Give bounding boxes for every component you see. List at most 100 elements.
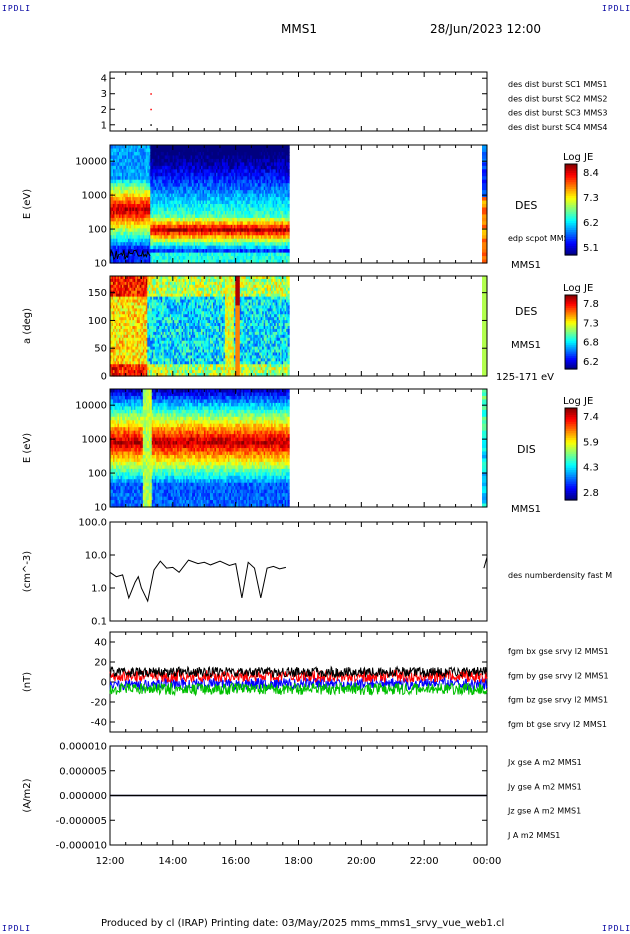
- des-energy-cell: [221, 231, 225, 236]
- des-energy-cell: [132, 176, 135, 181]
- des-energy-cell: [208, 190, 211, 195]
- des-energy-cell: [241, 148, 244, 153]
- des-energy-cell: [195, 172, 198, 177]
- des-energy-cell: [227, 169, 230, 174]
- des-energy-cell: [148, 158, 151, 163]
- des-energy-cell: [124, 172, 128, 177]
- des-energy-cell: [175, 151, 178, 157]
- des-energy-cell: [259, 249, 262, 254]
- des-energy-cell: [224, 214, 227, 219]
- des-energy-cell: [120, 249, 123, 254]
- des-energy-cell: [226, 204, 229, 209]
- des-energy-cell: [190, 165, 193, 170]
- des-energy-cell: [159, 165, 162, 170]
- des-energy-cell: [193, 148, 196, 153]
- des-energy-cell: [145, 158, 148, 163]
- des-energy-cell: [160, 148, 163, 153]
- des-energy-cell: [232, 252, 235, 257]
- des-energy-cell: [121, 169, 125, 174]
- des-energy-cell: [235, 259, 238, 264]
- des-energy-cell: [151, 151, 154, 157]
- des-energy-cell: [227, 193, 230, 198]
- des-energy-cell: [204, 151, 207, 157]
- des-energy-cell: [153, 249, 156, 254]
- des-energy-cell: [212, 259, 216, 264]
- des-energy-cell: [136, 190, 139, 195]
- des-energy-cell: [238, 221, 241, 226]
- des-energy-cell: [187, 158, 190, 163]
- des-energy-cell: [126, 193, 129, 198]
- des-energy-cell: [162, 259, 165, 264]
- des-energy-cell: [178, 214, 181, 219]
- des-energy-cell: [206, 235, 210, 240]
- des-energy-cell: [151, 190, 154, 195]
- des-energy-cell: [209, 165, 213, 170]
- des-energy-cell: [229, 210, 232, 216]
- des-energy-cell: [199, 169, 202, 174]
- des-energy-cell: [174, 256, 177, 261]
- des-energy-cell: [212, 151, 216, 157]
- des-energy-cell: [256, 151, 259, 157]
- des-energy-cell: [189, 242, 192, 247]
- des-energy-cell: [139, 252, 142, 257]
- des-energy-cell: [129, 145, 132, 150]
- des-energy-cell: [118, 172, 122, 177]
- des-energy-cell: [180, 200, 183, 205]
- des-energy-cell: [175, 207, 178, 212]
- des-energy-cell: [199, 176, 202, 181]
- des-energy-cell: [211, 158, 214, 163]
- des-energy-cell: [217, 145, 220, 150]
- des-energy-cell: [165, 238, 168, 243]
- des-energy-cell: [153, 169, 156, 174]
- des-energy-cell: [239, 200, 242, 205]
- des-energy-cell: [217, 252, 220, 257]
- des-energy-cell: [141, 190, 144, 195]
- des-energy-cell: [235, 210, 238, 216]
- des-energy-cell: [118, 176, 122, 181]
- des-energy-cell: [238, 224, 241, 229]
- des-energy-cell: [251, 221, 254, 226]
- des-energy-cell: [239, 204, 242, 209]
- des-energy-cell: [229, 231, 232, 236]
- des-energy-cell: [254, 259, 257, 264]
- des-energy-cell: [287, 217, 290, 222]
- des-energy-cell: [133, 256, 136, 261]
- des-energy-cell: [157, 172, 160, 177]
- des-energy-cell: [206, 162, 210, 167]
- corner-mark-top-left: IPDLI: [2, 4, 32, 13]
- des-energy-cell: [135, 169, 138, 174]
- des-energy-cell: [202, 249, 205, 254]
- des-energy-cell: [229, 148, 232, 153]
- des-energy-cell: [141, 228, 144, 233]
- des-energy-cell: [221, 210, 225, 216]
- des-energy-cell: [239, 151, 242, 157]
- des-energy-cell: [245, 176, 248, 181]
- des-energy-cell: [223, 221, 226, 226]
- des-energy-cell: [160, 224, 163, 229]
- des-energy-cell: [160, 214, 163, 219]
- des-energy-cell: [162, 197, 165, 202]
- des-energy-cell: [130, 228, 133, 233]
- des-energy-cell: [120, 210, 123, 216]
- des-energy-cell: [145, 176, 148, 181]
- des-energy-cell: [181, 217, 184, 222]
- des-energy-cell: [204, 186, 207, 191]
- des-energy-cell: [221, 172, 225, 177]
- des-energy-cell: [144, 210, 147, 216]
- des-energy-cell: [224, 158, 227, 163]
- des-energy-cell: [223, 259, 226, 264]
- des-energy-cell: [244, 214, 247, 219]
- des-energy-cell: [120, 186, 123, 191]
- des-energy-cell: [151, 238, 154, 243]
- des-energy-cell: [129, 193, 132, 198]
- des-energy-cell: [120, 179, 123, 184]
- des-energy-cell: [190, 197, 193, 202]
- des-energy-cell: [208, 172, 211, 177]
- des-energy-cell: [229, 172, 232, 177]
- des-energy-cell: [190, 204, 193, 209]
- des-energy-cell: [250, 214, 253, 219]
- des-energy-cell: [230, 224, 233, 229]
- des-energy-cell: [114, 197, 117, 202]
- des-energy-cell: [215, 165, 219, 170]
- des-energy-cell: [251, 197, 254, 202]
